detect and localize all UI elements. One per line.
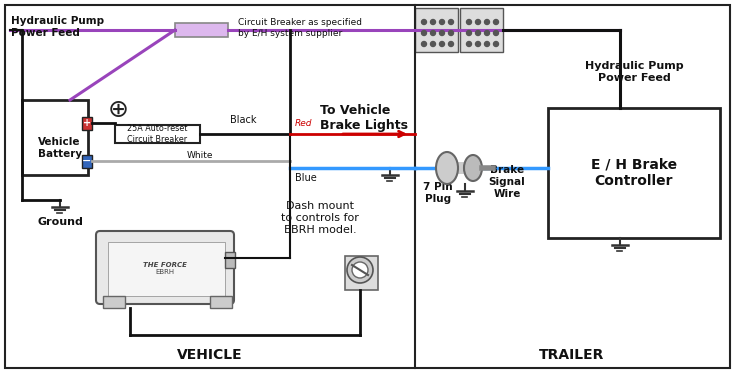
- Text: THE FORCE: THE FORCE: [143, 262, 187, 268]
- Bar: [453, 162, 465, 174]
- Text: +: +: [83, 118, 91, 128]
- Circle shape: [431, 31, 436, 35]
- Bar: [108, 242, 225, 296]
- Text: −: −: [82, 156, 92, 166]
- Circle shape: [484, 31, 490, 35]
- Circle shape: [440, 19, 445, 25]
- Text: TRAILER: TRAILER: [539, 348, 605, 362]
- Circle shape: [440, 41, 445, 47]
- Ellipse shape: [464, 155, 482, 181]
- Circle shape: [493, 19, 498, 25]
- Bar: [210, 296, 232, 308]
- Text: Blue: Blue: [295, 173, 317, 183]
- Text: E / H Brake
Controller: E / H Brake Controller: [591, 158, 677, 188]
- Bar: [175, 23, 228, 37]
- Text: 7 Pin
Plug: 7 Pin Plug: [423, 182, 453, 204]
- Bar: [22, 100, 88, 175]
- Circle shape: [421, 31, 426, 35]
- Bar: [548, 108, 720, 238]
- Text: Red: Red: [295, 119, 312, 129]
- Circle shape: [476, 19, 481, 25]
- Circle shape: [476, 31, 481, 35]
- Text: Hydraulic Pump
Power Feed: Hydraulic Pump Power Feed: [584, 61, 684, 83]
- Circle shape: [421, 19, 426, 25]
- Circle shape: [467, 19, 471, 25]
- Circle shape: [467, 31, 471, 35]
- Circle shape: [476, 41, 481, 47]
- Text: Dash mount
to controls for
EBRH model.: Dash mount to controls for EBRH model.: [281, 201, 359, 235]
- Text: 25A Auto-reset
Circuit Breaker: 25A Auto-reset Circuit Breaker: [127, 124, 187, 144]
- Text: Ground: Ground: [37, 217, 83, 227]
- Bar: [460, 8, 503, 52]
- Circle shape: [431, 41, 436, 47]
- Bar: [345, 256, 378, 290]
- Circle shape: [484, 41, 490, 47]
- Circle shape: [493, 31, 498, 35]
- Text: To Vehicle
Brake Lights: To Vehicle Brake Lights: [320, 104, 408, 132]
- Bar: [82, 117, 92, 130]
- Bar: [225, 252, 235, 268]
- Text: Hydraulic Pump
Power Feed: Hydraulic Pump Power Feed: [11, 16, 104, 38]
- Circle shape: [421, 41, 426, 47]
- Circle shape: [431, 19, 436, 25]
- Circle shape: [493, 41, 498, 47]
- Circle shape: [440, 31, 445, 35]
- FancyBboxPatch shape: [96, 231, 234, 304]
- Text: ⊕: ⊕: [107, 98, 129, 122]
- Bar: [82, 155, 92, 168]
- Text: Brake
Signal
Wire: Brake Signal Wire: [489, 165, 526, 198]
- Text: Vehicle
Battery: Vehicle Battery: [38, 137, 82, 159]
- Text: Circuit Breaker as specified
by E/H system supplier: Circuit Breaker as specified by E/H syst…: [238, 18, 362, 38]
- Text: White: White: [187, 150, 213, 160]
- Text: EBRH: EBRH: [155, 269, 174, 275]
- Ellipse shape: [436, 152, 458, 184]
- Circle shape: [448, 41, 453, 47]
- Circle shape: [448, 31, 453, 35]
- Bar: [415, 8, 458, 52]
- Circle shape: [352, 262, 368, 278]
- Circle shape: [448, 19, 453, 25]
- Circle shape: [467, 41, 471, 47]
- Circle shape: [347, 257, 373, 283]
- Text: VEHICLE: VEHICLE: [177, 348, 243, 362]
- Bar: [103, 296, 125, 308]
- Circle shape: [484, 19, 490, 25]
- Bar: [115, 125, 200, 143]
- Text: Black: Black: [230, 115, 257, 125]
